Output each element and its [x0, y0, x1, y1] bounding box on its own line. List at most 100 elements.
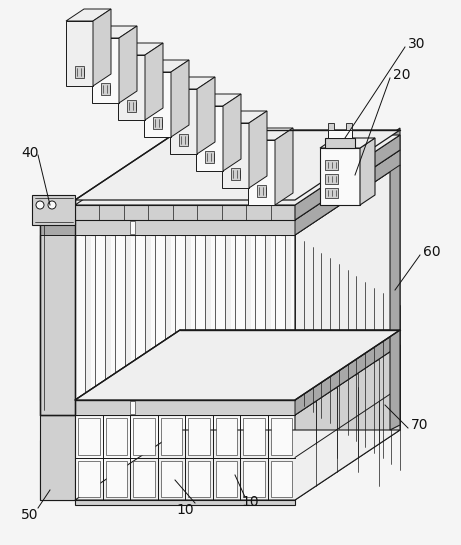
Polygon shape: [295, 330, 400, 415]
Polygon shape: [40, 415, 75, 500]
Polygon shape: [170, 77, 215, 89]
Polygon shape: [145, 235, 151, 400]
Polygon shape: [257, 185, 266, 197]
Polygon shape: [325, 160, 338, 170]
Polygon shape: [165, 235, 171, 400]
Polygon shape: [66, 9, 111, 21]
Polygon shape: [40, 220, 75, 235]
Polygon shape: [75, 430, 400, 500]
Polygon shape: [271, 418, 292, 455]
Polygon shape: [248, 140, 275, 205]
Polygon shape: [265, 235, 271, 400]
Polygon shape: [92, 38, 119, 103]
Polygon shape: [295, 165, 400, 400]
Polygon shape: [179, 134, 188, 146]
Polygon shape: [153, 117, 162, 129]
Polygon shape: [75, 135, 400, 205]
Text: 40: 40: [21, 146, 39, 160]
Polygon shape: [243, 418, 265, 455]
Circle shape: [48, 201, 56, 209]
Polygon shape: [75, 150, 400, 220]
Polygon shape: [133, 418, 154, 455]
Polygon shape: [249, 111, 267, 188]
Polygon shape: [145, 43, 163, 120]
Polygon shape: [118, 43, 163, 55]
Polygon shape: [160, 418, 182, 455]
Polygon shape: [188, 461, 209, 497]
Polygon shape: [188, 418, 209, 455]
Text: 10: 10: [176, 503, 194, 517]
Polygon shape: [346, 123, 352, 130]
Polygon shape: [75, 400, 295, 415]
Text: 30: 30: [408, 37, 426, 51]
Polygon shape: [285, 235, 291, 400]
Polygon shape: [222, 123, 249, 188]
Polygon shape: [40, 205, 75, 220]
Polygon shape: [320, 148, 360, 205]
Polygon shape: [215, 461, 237, 497]
Polygon shape: [185, 235, 191, 400]
Polygon shape: [105, 235, 111, 400]
Polygon shape: [235, 235, 241, 400]
Polygon shape: [101, 83, 110, 95]
Polygon shape: [75, 235, 295, 400]
Polygon shape: [255, 235, 261, 400]
Polygon shape: [127, 100, 136, 112]
Polygon shape: [275, 128, 293, 205]
Polygon shape: [205, 151, 214, 163]
Polygon shape: [92, 26, 137, 38]
Polygon shape: [196, 106, 223, 171]
Polygon shape: [215, 418, 237, 455]
Polygon shape: [40, 235, 75, 400]
Text: 60: 60: [423, 245, 441, 259]
Polygon shape: [118, 55, 145, 120]
Polygon shape: [144, 60, 189, 72]
Polygon shape: [197, 77, 215, 154]
Polygon shape: [231, 168, 240, 180]
Polygon shape: [195, 235, 201, 400]
Polygon shape: [325, 138, 355, 148]
Text: 20: 20: [393, 68, 410, 82]
Polygon shape: [130, 401, 135, 414]
Polygon shape: [75, 205, 295, 220]
Polygon shape: [360, 138, 375, 205]
Polygon shape: [196, 94, 241, 106]
Polygon shape: [155, 235, 161, 400]
Polygon shape: [320, 138, 375, 148]
Polygon shape: [75, 490, 295, 505]
Polygon shape: [40, 200, 75, 415]
Polygon shape: [223, 94, 241, 171]
Polygon shape: [222, 111, 267, 123]
Polygon shape: [271, 461, 292, 497]
Polygon shape: [125, 235, 131, 400]
Polygon shape: [119, 26, 137, 103]
Polygon shape: [75, 220, 295, 235]
Polygon shape: [325, 188, 338, 198]
Polygon shape: [160, 461, 182, 497]
Polygon shape: [135, 235, 141, 400]
Polygon shape: [133, 461, 154, 497]
Polygon shape: [106, 461, 127, 497]
Polygon shape: [66, 21, 93, 86]
Polygon shape: [40, 440, 75, 500]
Polygon shape: [243, 461, 265, 497]
Polygon shape: [390, 128, 400, 430]
Polygon shape: [225, 235, 231, 400]
Polygon shape: [215, 235, 221, 400]
Text: 50: 50: [21, 508, 39, 522]
Polygon shape: [40, 400, 75, 415]
Polygon shape: [78, 418, 100, 455]
Polygon shape: [248, 128, 293, 140]
Polygon shape: [115, 235, 121, 400]
Polygon shape: [75, 415, 295, 500]
Text: 70: 70: [411, 418, 429, 432]
Polygon shape: [75, 165, 400, 235]
Polygon shape: [75, 130, 400, 200]
Polygon shape: [295, 150, 400, 235]
Polygon shape: [95, 235, 101, 400]
Polygon shape: [295, 135, 400, 220]
Polygon shape: [106, 418, 127, 455]
Polygon shape: [78, 461, 100, 497]
Polygon shape: [75, 345, 400, 415]
Polygon shape: [295, 345, 400, 500]
